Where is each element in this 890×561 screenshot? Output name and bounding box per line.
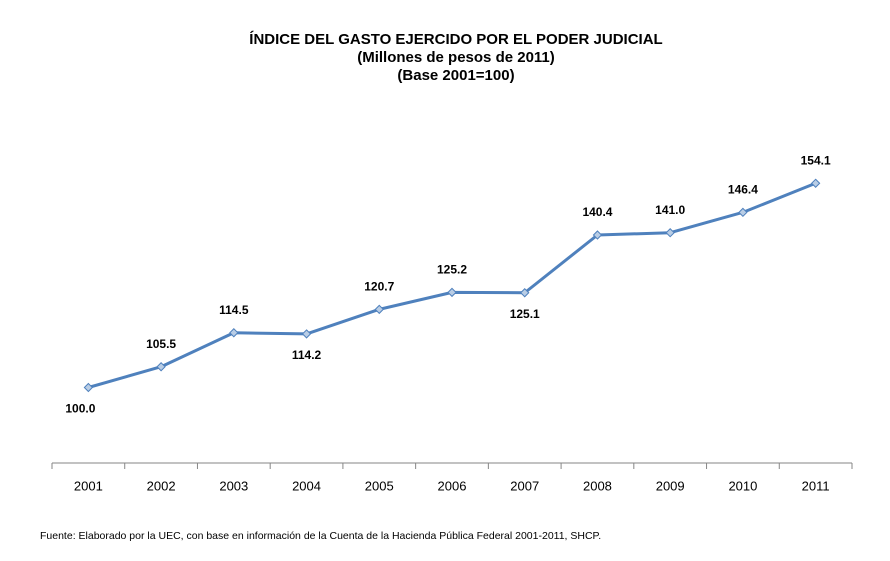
data-label: 141.0 [655,203,685,217]
x-tick-label: 2002 [147,478,176,493]
marker [738,207,748,218]
chart-title: ÍNDICE DEL GASTO EJERCIDO POR EL PODER J… [249,31,662,48]
marker [447,287,457,298]
data-label: 100.0 [65,402,95,416]
data-label: 114.5 [219,303,249,317]
source-note: Fuente: Elaborado por la UEC, con base e… [40,530,601,542]
data-label: 125.2 [437,263,467,277]
x-tick-label: 2009 [656,478,685,493]
x-tick-label: 2003 [219,478,248,493]
x-tick-label: 2004 [292,478,321,493]
marker [520,288,530,298]
marker [374,304,384,315]
marker [810,178,821,188]
x-tick-label: 2005 [365,478,394,493]
x-tick-label: 2001 [74,478,103,493]
data-label: 114.2 [292,348,322,362]
marker [156,362,166,372]
marker [83,382,94,393]
data-label: 146.4 [728,183,758,197]
data-label: 140.4 [582,205,612,219]
marker [301,329,312,339]
data-label: 120.7 [364,280,394,294]
x-tick-label: 2006 [438,478,467,493]
x-tick-label: 2008 [583,478,612,493]
chart-subtitle: (Millones de pesos de 2011) [357,49,555,66]
chart-subtitle: (Base 2001=100) [397,67,514,84]
data-label: 105.5 [146,337,176,351]
marker [229,328,239,338]
marker [592,230,603,240]
x-tick-label: 2011 [802,478,830,493]
data-label: 154.1 [801,153,831,167]
x-tick-label: 2007 [510,478,539,493]
marker [665,228,675,238]
data-label: 125.1 [510,307,540,321]
x-tick-label: 2010 [728,478,757,493]
series-line [87,181,817,389]
